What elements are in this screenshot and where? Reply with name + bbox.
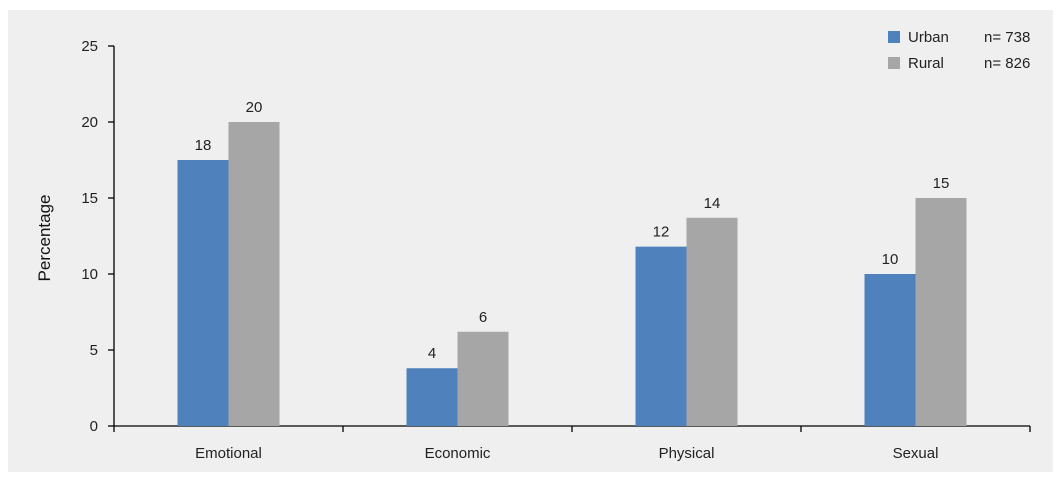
y-tick-label: 0 (90, 418, 98, 435)
bar-urban (177, 160, 229, 426)
bar-rural (686, 217, 738, 426)
x-category-label: Economic (425, 445, 491, 462)
y-axis-title: Percentage (35, 195, 54, 282)
legend-swatch-rural (888, 57, 900, 69)
legend-swatch-urban (888, 31, 900, 43)
legend: Urban n= 738 Rural n= 826 (888, 29, 1030, 72)
data-label: 4 (428, 345, 436, 362)
y-tick-label: 20 (81, 114, 98, 131)
bar-rural (915, 198, 967, 426)
x-category-label: Physical (659, 445, 715, 462)
data-label: 18 (195, 137, 212, 154)
legend-label: Rural (908, 55, 944, 72)
y-tick-label: 15 (81, 190, 98, 207)
data-label: 6 (479, 309, 487, 326)
bar-urban (635, 246, 687, 426)
data-label: 14 (704, 195, 721, 212)
bar-urban (864, 274, 916, 426)
y-tick-label: 10 (81, 266, 98, 283)
y-tick-label: 5 (90, 342, 98, 359)
axes: 0 5 10 15 20 25 Emotional Economic Physical Sexua… (81, 38, 1031, 462)
x-category-label: Emotional (195, 445, 262, 462)
legend-label: Urban (908, 29, 949, 46)
bar-rural (457, 331, 509, 426)
bars: 18 20 4 6 12 14 10 15 (177, 99, 967, 426)
data-label: 20 (246, 99, 263, 116)
x-category-label: Sexual (893, 445, 939, 462)
data-label: 12 (653, 224, 670, 241)
bar-rural (228, 122, 280, 426)
bar-urban (406, 368, 458, 426)
legend-n-label: n= 826 (984, 55, 1030, 72)
legend-n-label: n= 738 (984, 29, 1030, 46)
data-label: 10 (882, 251, 899, 268)
y-tick-label: 25 (81, 38, 98, 55)
data-label: 15 (933, 175, 950, 192)
